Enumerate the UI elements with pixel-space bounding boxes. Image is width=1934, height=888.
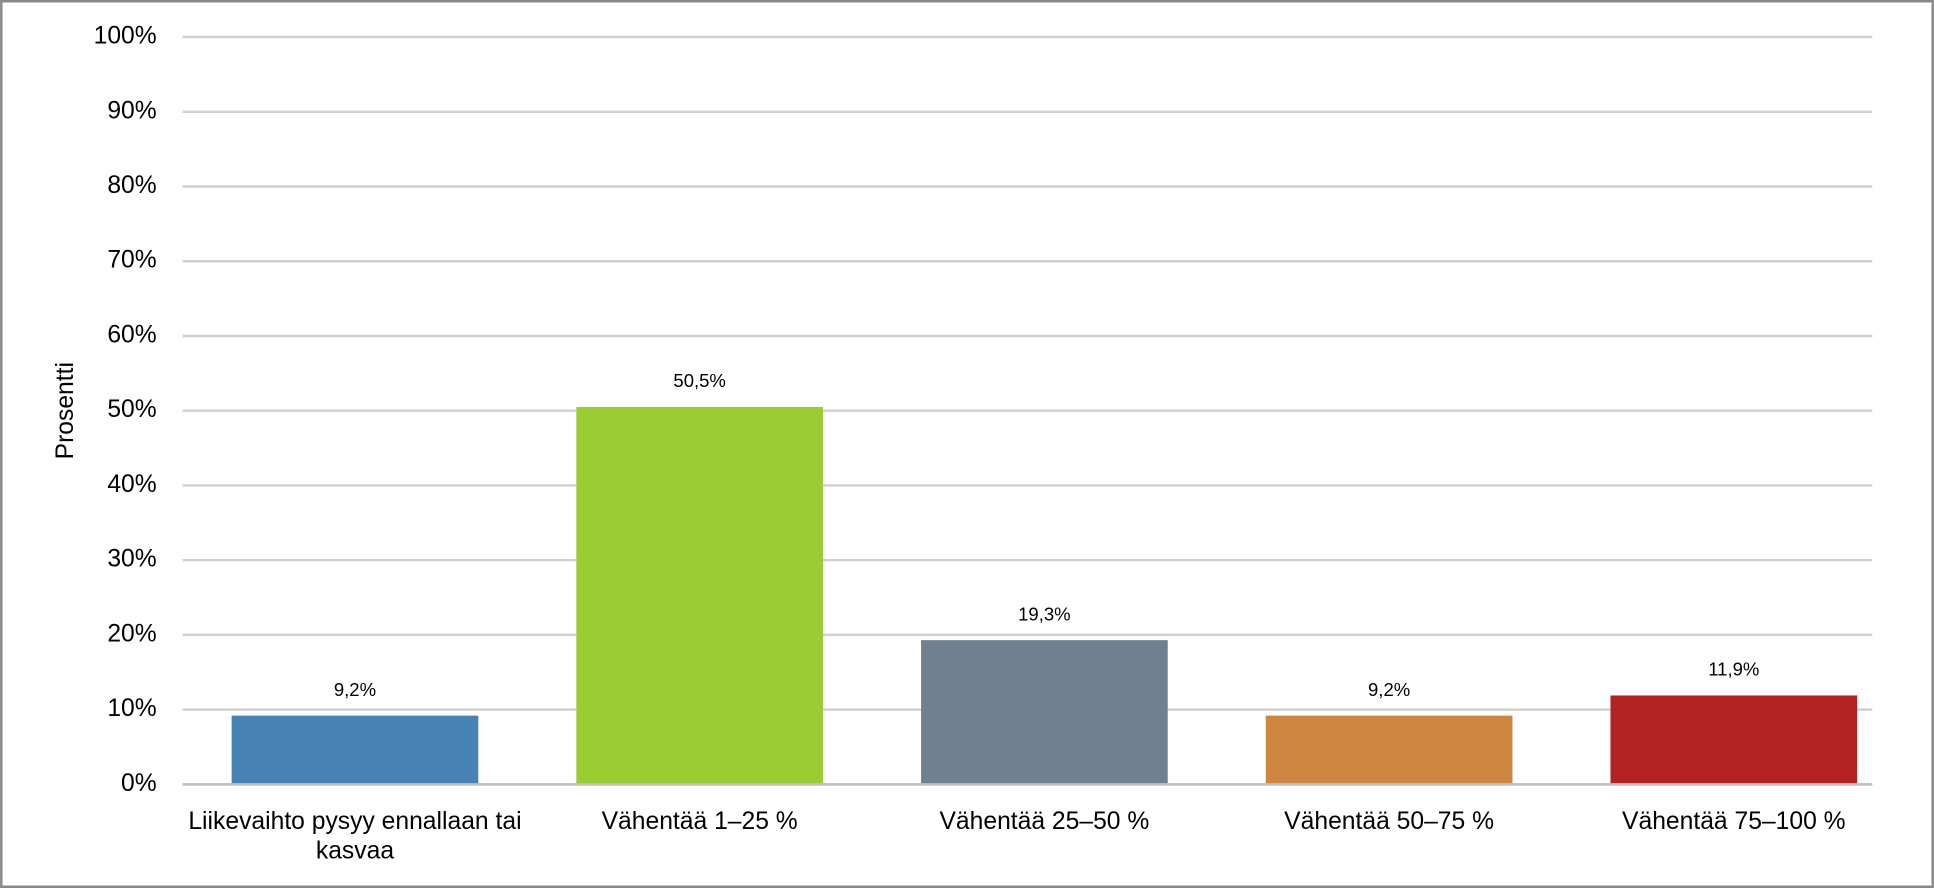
- value-label: 9,2%: [334, 679, 376, 700]
- x-tick-label-box: Liikevaihto pysyy ennallaan tai kasvaa: [188, 807, 522, 865]
- value-label: 11,9%: [1708, 659, 1759, 680]
- y-tick-label: 80%: [107, 172, 156, 199]
- y-tick-label: 40%: [107, 471, 156, 498]
- bar: [1265, 715, 1513, 785]
- y-tick-label: 60%: [107, 321, 156, 348]
- x-tick-label: Vähentää 50–75 %: [1284, 807, 1495, 835]
- y-tick-label: 90%: [107, 97, 156, 124]
- x-tick-label: Vähentää 25–50 %: [939, 807, 1150, 835]
- y-tick-label: 0%: [121, 770, 157, 797]
- x-tick-label: Vähentää 1–25 %: [601, 807, 798, 835]
- value-label: 19,3%: [1018, 603, 1070, 624]
- y-axis-label: Prosentti: [52, 362, 79, 459]
- bar: [576, 406, 824, 785]
- y-tick-label: 20%: [107, 620, 156, 647]
- y-tick-label: 50%: [107, 396, 156, 423]
- x-tick-label-box: Vähentää 25–50 %: [939, 807, 1150, 835]
- y-tick-label: 10%: [107, 695, 156, 722]
- x-tick-label: Liikevaihto pysyy ennallaan tai kasvaa: [188, 807, 522, 865]
- value-label: 50,5%: [673, 370, 725, 391]
- y-tick-label: 30%: [107, 546, 156, 573]
- x-tick-label-box: Vähentää 1–25 %: [601, 807, 798, 835]
- y-tick-label: 70%: [107, 247, 156, 274]
- bar: [1610, 695, 1858, 785]
- y-tick-label: 100%: [94, 23, 157, 50]
- bar: [921, 640, 1168, 785]
- x-tick-label-box: Vähentää 75–100 %: [1622, 807, 1846, 835]
- x-tick-label-box: Vähentää 50–75 %: [1284, 807, 1495, 835]
- x-tick-label: Vähentää 75–100 %: [1622, 807, 1846, 835]
- bar: [231, 715, 479, 785]
- value-label: 9,2%: [1368, 679, 1410, 700]
